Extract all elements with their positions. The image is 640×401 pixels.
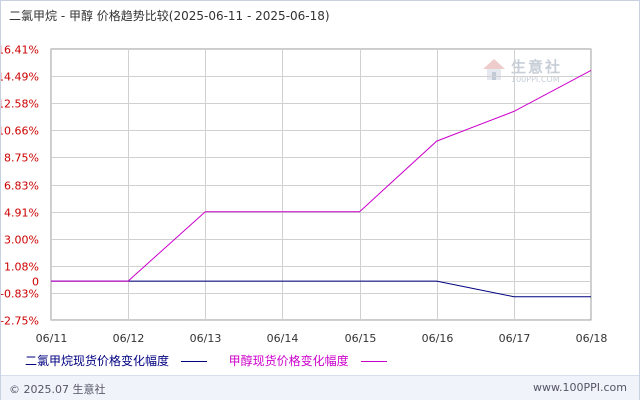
y-tick-label: 3.00%	[4, 234, 39, 247]
legend-swatch-series-1	[180, 361, 207, 362]
grid-lines	[50, 48, 592, 321]
watermark-brand: 生意社	[511, 58, 563, 76]
x-tick-label: 06/16	[422, 332, 454, 345]
x-tick-label: 06/17	[499, 332, 531, 345]
y-tick-label: 0	[32, 276, 39, 289]
series-line-1	[51, 280, 591, 298]
y-tick-label: 4.91%	[4, 207, 39, 220]
y-tick-label: 1.08%	[4, 261, 39, 274]
y-tick-label: -0.83%	[1, 288, 39, 301]
legend-item-series-1: 二氯甲烷现货价格变化幅度	[25, 352, 207, 369]
x-tick-label: 06/13	[190, 332, 222, 345]
footer-bar: © 2025.07 生意社 www.100PPI.com	[1, 375, 639, 400]
legend-swatch-series-2	[360, 361, 387, 362]
y-tick-label: 6.83%	[4, 180, 39, 193]
plot-area-border	[50, 48, 592, 321]
series-line-2	[51, 69, 592, 282]
legend-label-series-2: 甲醇现货价格变化幅度	[228, 354, 349, 368]
y-tick-labels: 16.41% 14.49% 12.58% 10.66% 8.75% 6.83% 4.91% 3…	[1, 44, 39, 328]
x-tick-label: 06/15	[345, 332, 377, 345]
footer-url: www.100PPI.com	[533, 381, 627, 394]
y-tick-label: 14.49%	[1, 71, 39, 84]
x-tick-labels: 06/11 06/12 06/13 06/14 06/15 06/16 06/17 06/18	[36, 332, 608, 345]
y-tick-label: 10.66%	[1, 125, 39, 138]
x-tick-label: 06/11	[36, 332, 68, 345]
y-tick-label: 12.58%	[1, 98, 39, 111]
chart-title: 二氯甲烷 - 甲醇 价格趋势比较(2025-06-11 - 2025-06-18…	[9, 9, 330, 23]
y-tick-label: 8.75%	[4, 152, 39, 165]
series-lines	[51, 69, 592, 298]
y-tick-label: 16.41%	[1, 44, 39, 57]
footer-copyright: © 2025.07 生意社	[9, 383, 106, 396]
x-tick-label: 06/14	[267, 332, 299, 345]
y-tick-label: -2.75%	[1, 315, 39, 328]
watermark-url: 100PPI.COM	[511, 75, 560, 84]
legend-item-series-2: 甲醇现货价格变化幅度	[229, 352, 387, 369]
legend: 二氯甲烷现货价格变化幅度 甲醇现货价格变化幅度	[25, 352, 405, 369]
x-tick-label: 06/12	[113, 332, 145, 345]
legend-label-series-1: 二氯甲烷现货价格变化幅度	[25, 354, 170, 368]
x-tick-label: 06/18	[576, 332, 608, 345]
